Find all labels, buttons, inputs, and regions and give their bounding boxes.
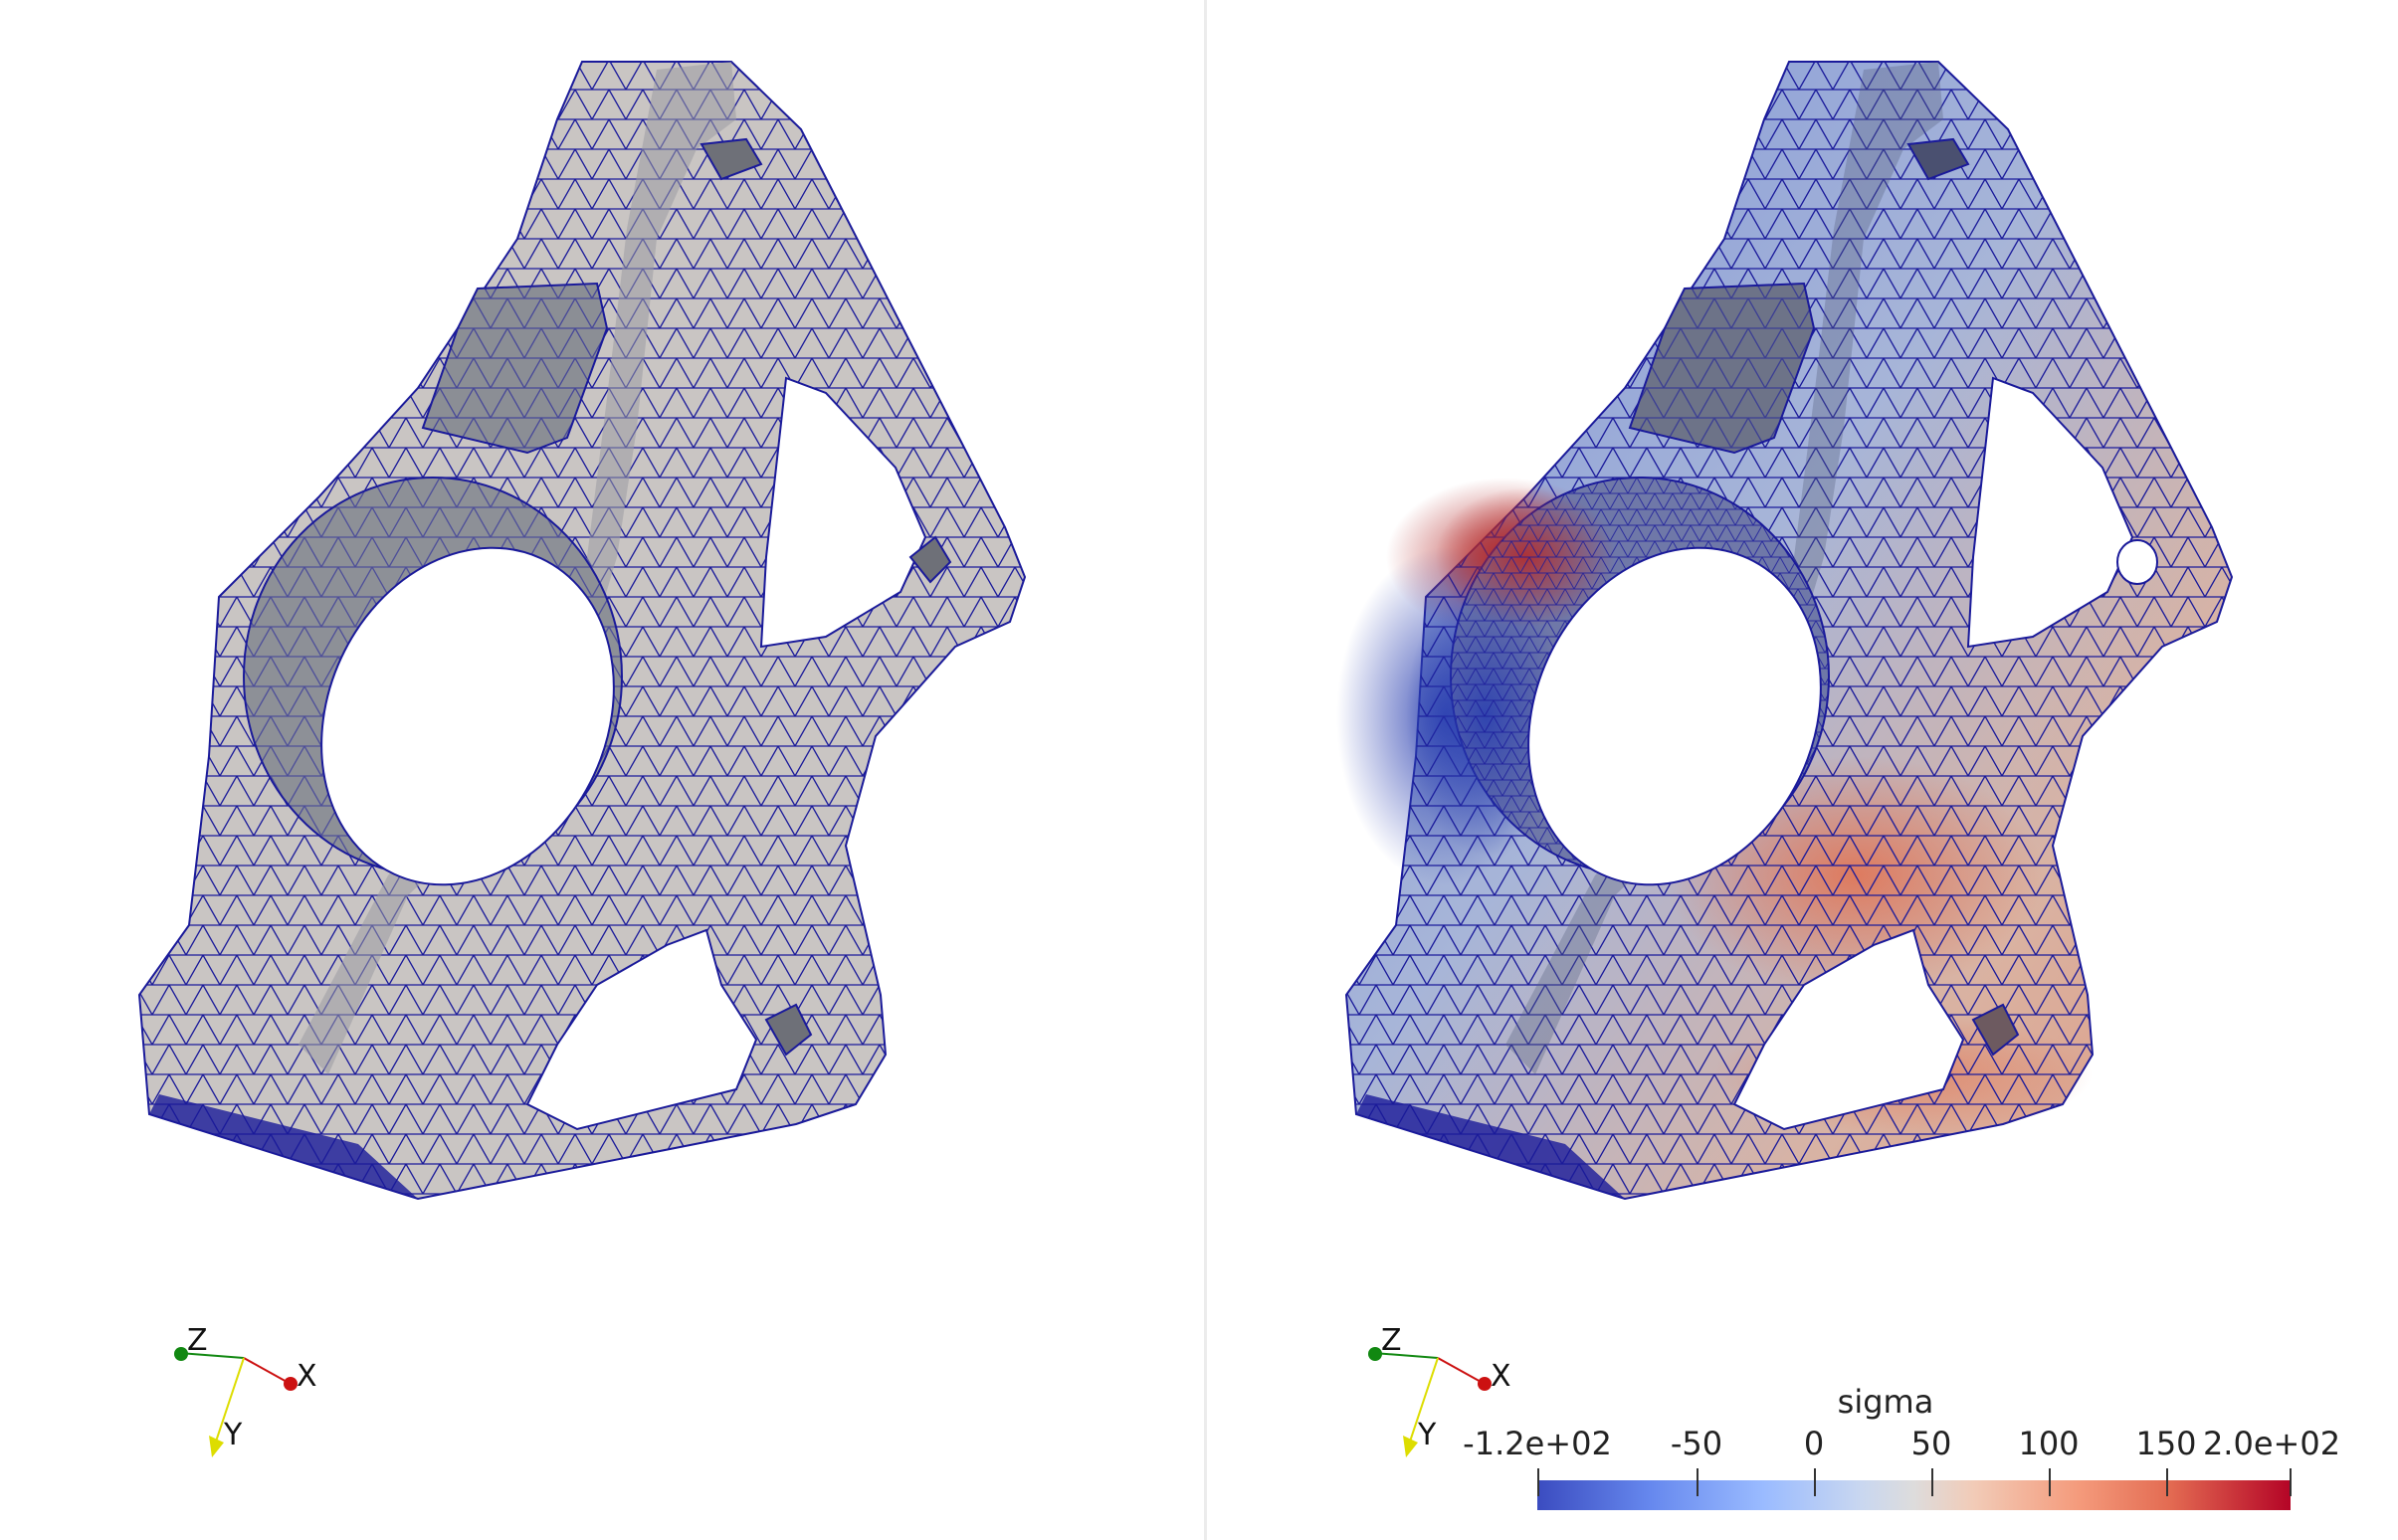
- orientation-axes: X Z Y: [174, 1323, 317, 1457]
- stress-viewport[interactable]: [1207, 0, 2398, 1540]
- scalar-bar-gradient: [1537, 1480, 2291, 1510]
- scalar-bar-title: sigma: [1837, 1383, 1934, 1421]
- side-face-shadow: [299, 62, 736, 1074]
- axis-label-y: Y: [223, 1418, 243, 1452]
- viewport-divider[interactable]: [1204, 0, 1207, 1540]
- scalar-tick: [2290, 1468, 2292, 1496]
- z-axis-icon: [1368, 1347, 1382, 1361]
- mesh-model: [137, 61, 1027, 1201]
- y-axis-icon: [209, 1436, 224, 1457]
- axis-label-z: Z: [187, 1323, 208, 1358]
- scalar-tick: [2049, 1468, 2051, 1496]
- bore-hole-colored: [1527, 546, 1822, 886]
- window-right: [759, 376, 927, 649]
- scalar-tick-label: -50: [1670, 1425, 1723, 1462]
- scalar-tick: [1814, 1468, 1816, 1496]
- axis-label-y: Y: [1417, 1418, 1437, 1452]
- scalar-tick: [1537, 1468, 1539, 1496]
- scalar-tick-label: 0: [1803, 1425, 1825, 1462]
- x-axis-icon: [1478, 1377, 1492, 1391]
- z-axis-icon: [174, 1347, 188, 1361]
- scalar-tick: [2166, 1468, 2168, 1496]
- scalar-tick-label: 150: [2135, 1425, 2197, 1462]
- mesh-viewport[interactable]: X Z Y: [0, 0, 1204, 1540]
- window-lower: [525, 928, 758, 1131]
- bore-hole: [320, 546, 615, 886]
- scalar-tick-label: 100: [2018, 1425, 2080, 1462]
- stress-model: [1336, 61, 2234, 1201]
- scalar-tick-label: 2.0e+02: [2202, 1425, 2341, 1462]
- y-axis-icon: [1403, 1436, 1418, 1457]
- x-axis-icon: [284, 1377, 298, 1391]
- scalar-tick: [1697, 1468, 1699, 1496]
- axis-label-x: X: [1491, 1359, 1511, 1394]
- scalar-tick-label: -1.2e+02: [1463, 1425, 1612, 1462]
- axis-label-z: Z: [1381, 1323, 1402, 1358]
- orientation-axes-right: X Z Y: [1368, 1323, 1511, 1457]
- axis-label-x: X: [297, 1359, 317, 1394]
- scalar-bar[interactable]: sigma -1.2e+02 -50 0 50 100 150 2.0e+02: [1458, 1383, 2340, 1522]
- scalar-tick: [1931, 1468, 1933, 1496]
- scalar-tick-label: 50: [1910, 1425, 1952, 1462]
